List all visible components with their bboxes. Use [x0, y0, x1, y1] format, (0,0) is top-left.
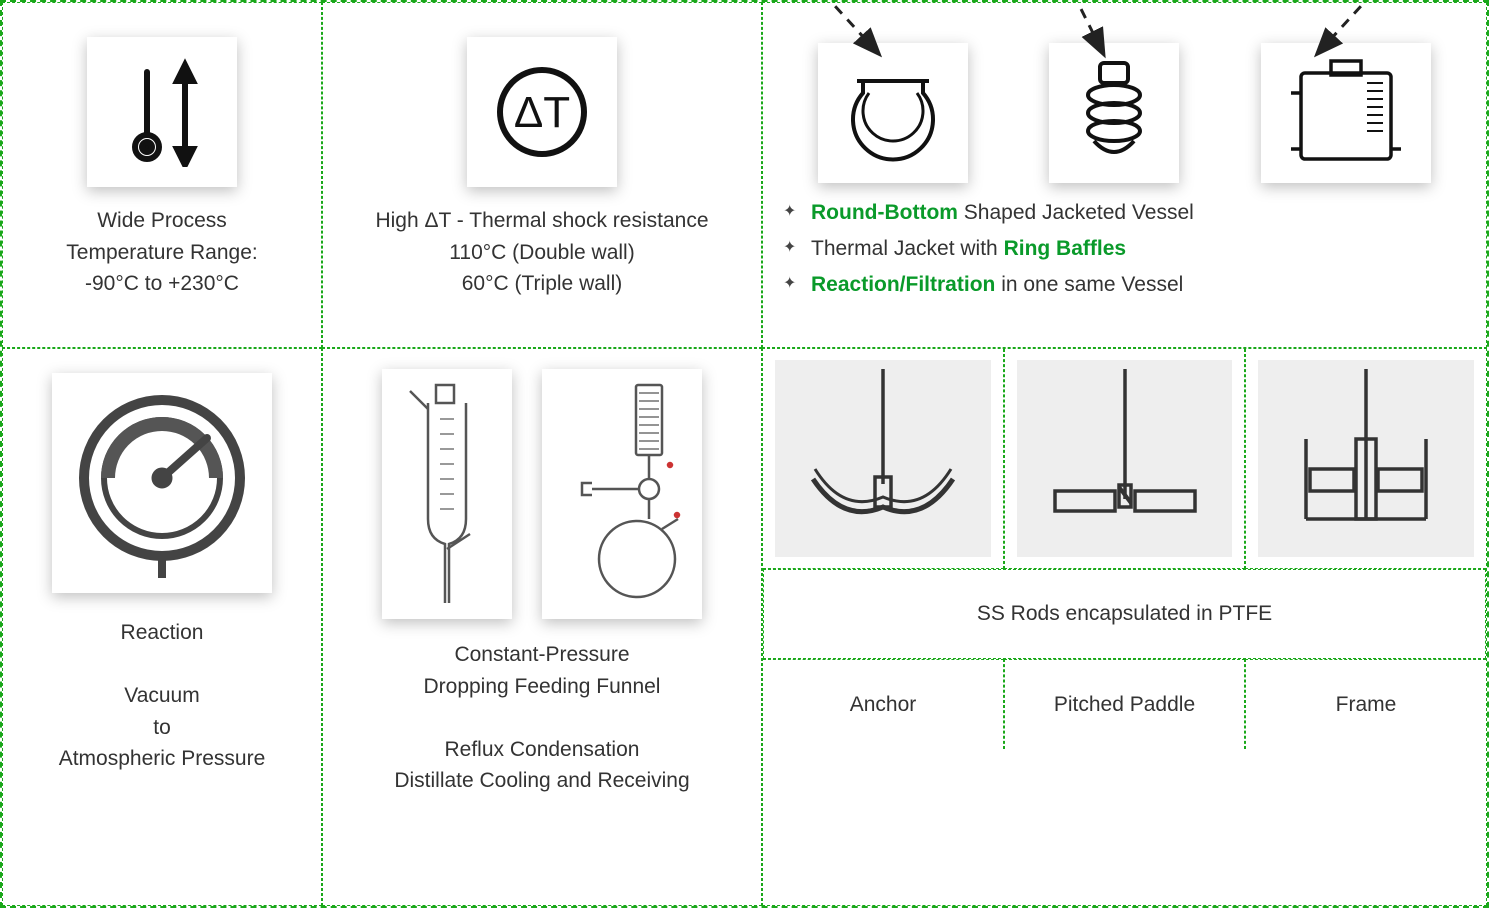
- b3-rest: in one same Vessel: [995, 273, 1183, 296]
- stirrer-header-text: SS Rods encapsulated in PTFE: [977, 602, 1272, 626]
- dropping-funnel-icon: [382, 369, 512, 619]
- cell-delta-t: ΔT High ΔT - Thermal shock resistance 11…: [322, 2, 762, 348]
- cell-stirrers: SS Rods encapsulated in PTFE Anchor Pitc…: [762, 348, 1487, 906]
- b3-green: Reaction/Filtration: [811, 273, 995, 296]
- vessel-bullets: Round-Bottom Shaped Jacketed Vessel Ther…: [777, 195, 1472, 303]
- temp-line1: Wide Process: [97, 209, 227, 232]
- b2-green: Ring Baffles: [1004, 237, 1127, 260]
- b1-rest: Shaped Jacketed Vessel: [958, 201, 1194, 224]
- cell-pressure: Reaction Vacuum to Atmospheric Pressure: [2, 348, 322, 906]
- pressure-caption: Reaction Vacuum to Atmospheric Pressure: [59, 617, 266, 775]
- reflux-condenser-icon: [542, 369, 702, 619]
- ring-baffle-vessel-icon: [1049, 43, 1179, 183]
- label-paddle: Pitched Paddle: [1004, 659, 1245, 749]
- stirrer-frame-img: [1245, 349, 1486, 569]
- temp-line3: -90°C to +230°C: [85, 272, 239, 295]
- p-line2: Vacuum: [124, 684, 199, 707]
- feature-grid: Wide Process Temperature Range: -90°C to…: [0, 0, 1489, 908]
- funnel-caption: Constant-Pressure Dropping Feeding Funne…: [394, 639, 689, 797]
- round-bottom-vessel-icon: [818, 43, 968, 183]
- f-line1: Constant-Pressure: [454, 643, 629, 666]
- svg-text:ΔT: ΔT: [514, 88, 570, 137]
- bullet-2: Thermal Jacket with Ring Baffles: [777, 231, 1472, 267]
- b2-pre: Thermal Jacket with: [811, 237, 1004, 260]
- filtration-vessel-icon: [1261, 43, 1431, 183]
- vessel-row: [777, 43, 1472, 183]
- label-anchor: Anchor: [763, 659, 1004, 749]
- funnel-row: [382, 369, 702, 619]
- paddle-label: Pitched Paddle: [1054, 693, 1195, 717]
- pitched-paddle-stirrer-icon: [1017, 360, 1232, 557]
- stirrer-header: SS Rods encapsulated in PTFE: [763, 569, 1486, 659]
- dt-line3: 60°C (Triple wall): [462, 272, 622, 295]
- p-line1: Reaction: [121, 621, 204, 644]
- p-line3: to: [153, 716, 171, 739]
- f-line4: Distillate Cooling and Receiving: [394, 769, 689, 792]
- b1-green: Round-Bottom: [811, 201, 958, 224]
- dt-line2: 110°C (Double wall): [449, 241, 634, 264]
- f-line2: Dropping Feeding Funnel: [423, 675, 660, 698]
- bullet-3: Reaction/Filtration in one same Vessel: [777, 267, 1472, 303]
- delta-t-caption: High ΔT - Thermal shock resistance 110°C…: [375, 205, 708, 300]
- pressure-gauge-icon: [52, 373, 272, 593]
- label-frame: Frame: [1245, 659, 1486, 749]
- p-line4: Atmospheric Pressure: [59, 747, 266, 770]
- temp-line2: Temperature Range:: [66, 241, 257, 264]
- anchor-label: Anchor: [850, 693, 917, 717]
- cell-funnels: Constant-Pressure Dropping Feeding Funne…: [322, 348, 762, 906]
- anchor-stirrer-icon: [775, 360, 991, 557]
- stirrer-anchor-img: [763, 349, 1004, 569]
- cell-temp-range: Wide Process Temperature Range: -90°C to…: [2, 2, 322, 348]
- cell-vessels: Round-Bottom Shaped Jacketed Vessel Ther…: [762, 2, 1487, 348]
- f-line3: Reflux Condensation: [445, 738, 640, 761]
- delta-t-icon: ΔT: [467, 37, 617, 187]
- frame-label: Frame: [1336, 693, 1397, 717]
- bullet-1: Round-Bottom Shaped Jacketed Vessel: [777, 195, 1472, 231]
- frame-stirrer-icon: [1258, 360, 1474, 557]
- dt-line1: High ΔT - Thermal shock resistance: [375, 209, 708, 232]
- stirrer-paddle-img: [1004, 349, 1245, 569]
- temp-range-caption: Wide Process Temperature Range: -90°C to…: [66, 205, 257, 300]
- thermometer-arrow-icon: [87, 37, 237, 187]
- stirrer-grid: SS Rods encapsulated in PTFE Anchor Pitc…: [763, 349, 1486, 905]
